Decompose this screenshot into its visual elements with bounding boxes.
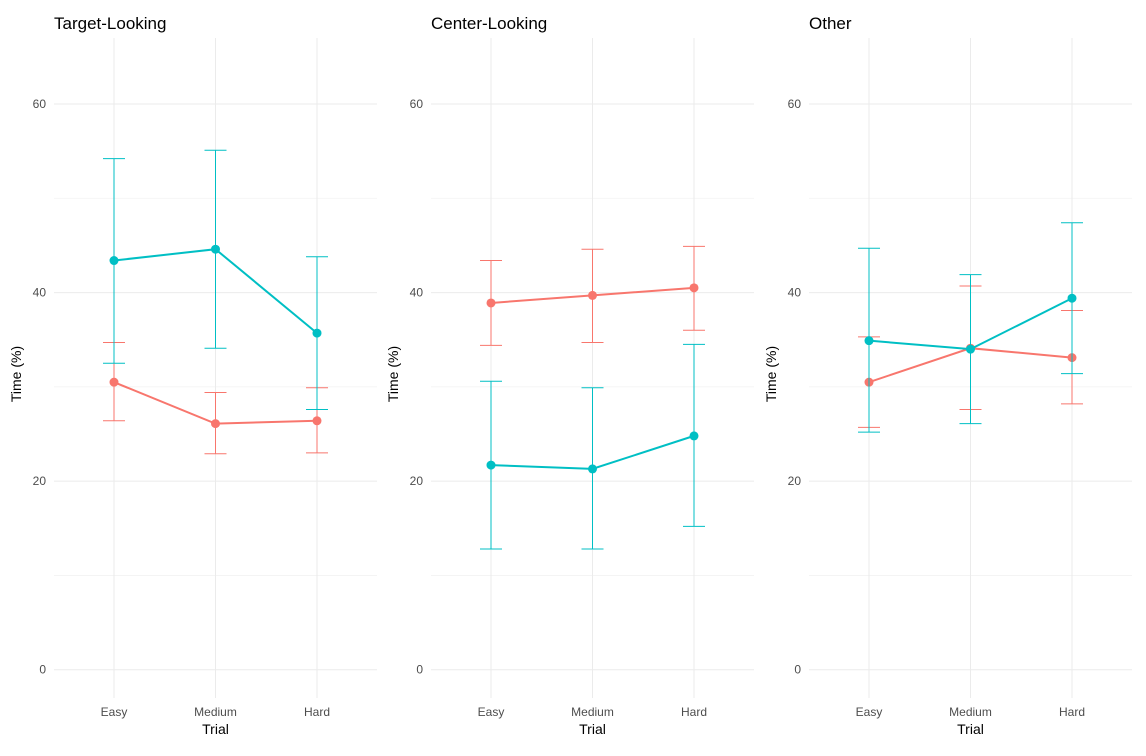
data-point <box>211 244 220 254</box>
y-tick-label: 0 <box>794 663 801 677</box>
y-tick-label: 60 <box>410 97 424 111</box>
y-tick-label: 60 <box>33 97 47 111</box>
panel-title: Center-Looking <box>431 14 547 33</box>
x-tick-label: Medium <box>949 705 992 719</box>
data-point <box>864 336 874 346</box>
series-1 <box>480 245 705 346</box>
y-tick-label: 0 <box>39 663 46 677</box>
series-2 <box>858 222 1083 433</box>
series-1 <box>103 342 328 455</box>
x-tick-label: Easy <box>856 705 883 719</box>
data-point <box>211 419 220 429</box>
data-point <box>486 298 496 308</box>
data-point <box>689 431 699 441</box>
x-tick-label: Easy <box>478 705 505 719</box>
x-tick-label: Medium <box>194 705 237 719</box>
y-axis-title: Time (%) <box>8 346 24 402</box>
y-tick-label: 20 <box>788 474 802 488</box>
x-tick-label: Easy <box>101 705 128 719</box>
data-point <box>486 460 496 470</box>
data-point <box>1067 293 1077 303</box>
y-tick-label: 40 <box>33 286 47 300</box>
y-axis-title: Time (%) <box>763 346 779 402</box>
data-point <box>588 464 597 474</box>
x-axis-title: Trial <box>579 721 606 737</box>
panel-3: 0 20 40 60 Easy Medium Hard Other Trial Time (%) <box>763 14 1132 737</box>
data-point <box>312 328 322 338</box>
data-point <box>109 256 119 266</box>
x-axis-title: Trial <box>957 721 984 737</box>
y-axis-title: Time (%) <box>385 346 401 402</box>
data-point <box>588 290 597 300</box>
x-tick-label: Medium <box>571 705 614 719</box>
x-tick-label: Hard <box>1059 705 1085 719</box>
y-tick-label: 20 <box>410 474 424 488</box>
y-tick-label: 0 <box>416 663 423 677</box>
y-tick-label: 60 <box>788 97 802 111</box>
panel-title: Other <box>809 14 852 33</box>
data-point <box>689 283 699 293</box>
y-tick-label: 40 <box>410 286 424 300</box>
data-point <box>966 344 975 354</box>
data-point <box>312 416 322 426</box>
y-tick-label: 20 <box>33 474 47 488</box>
series-2 <box>103 149 328 410</box>
panel-1: 0 20 40 60 Easy Medium Hard Target-Looking Trial… <box>8 14 377 737</box>
data-point <box>109 377 119 387</box>
x-tick-label: Hard <box>304 705 330 719</box>
y-tick-label: 40 <box>788 286 802 300</box>
series-2 <box>480 343 705 550</box>
x-tick-label: Hard <box>681 705 707 719</box>
panel-2: 0 20 40 60 Easy Medium Hard Center-Looking Trial… <box>385 14 754 737</box>
panel-title: Target-Looking <box>54 14 166 33</box>
x-axis-title: Trial <box>202 721 229 737</box>
